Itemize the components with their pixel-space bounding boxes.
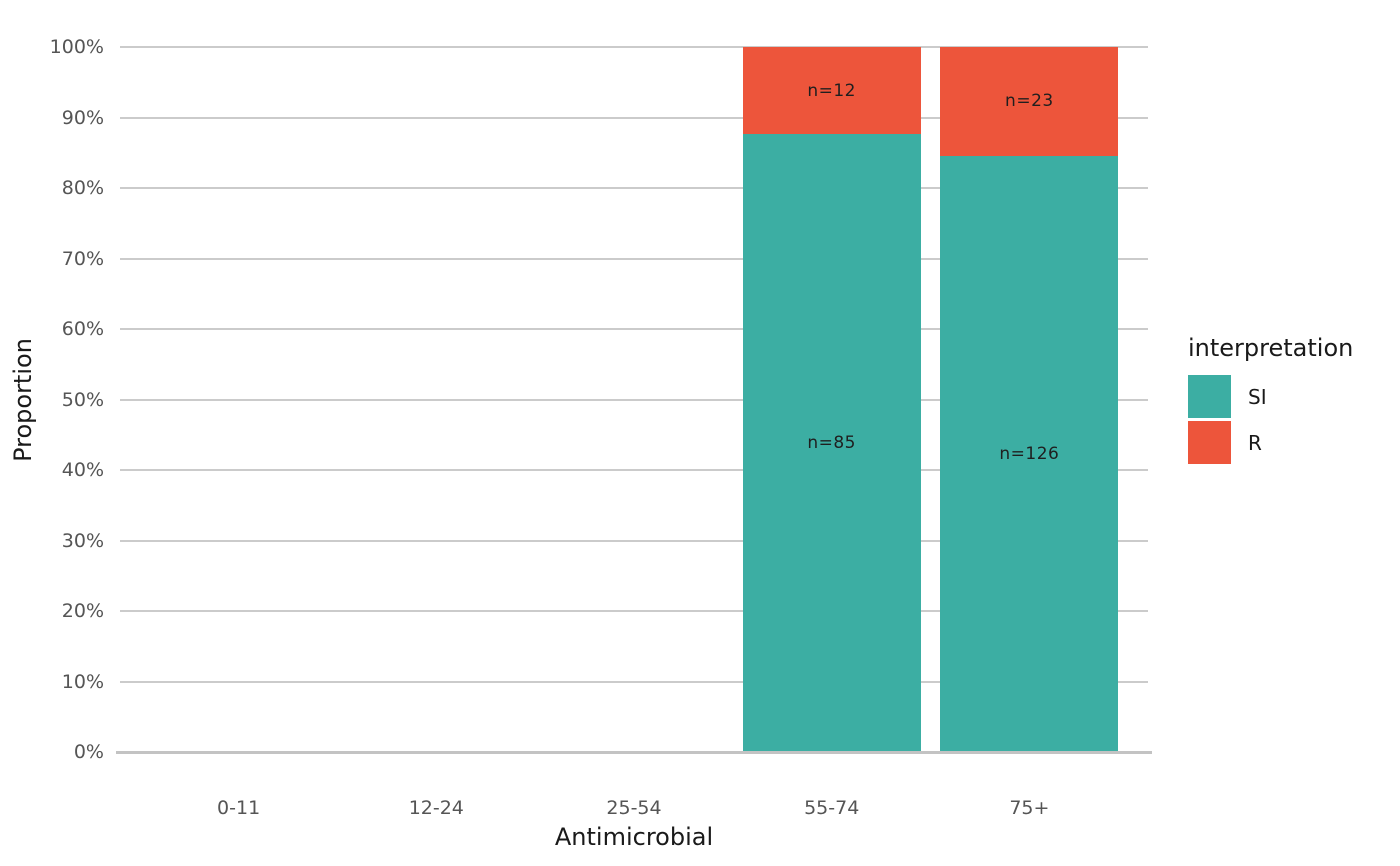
- gridline-20%: [120, 610, 1148, 612]
- gridline-100%: [120, 46, 1148, 48]
- legend-label: R: [1248, 430, 1262, 455]
- legend-title: interpretation: [1188, 334, 1354, 362]
- y-tick-label: 70%: [61, 247, 104, 270]
- y-tick-label: 10%: [61, 670, 104, 693]
- bar-segment-55-74-SI: n=85: [742, 134, 921, 752]
- legend-swatch-SI: [1188, 375, 1231, 418]
- bar-count-label: n=126: [999, 443, 1060, 464]
- legend-item-R: R: [1188, 421, 1353, 464]
- legend: interpretation SI R: [1188, 334, 1353, 467]
- bar-segment-75+-SI: n=126: [940, 155, 1119, 752]
- x-tick-label-55-74: 55-74: [804, 797, 860, 819]
- x-tick-label-0-11: 0-11: [217, 797, 261, 819]
- gridline-60%: [120, 328, 1148, 330]
- legend-label: SI: [1248, 384, 1267, 409]
- y-tick-label: 80%: [61, 177, 104, 199]
- x-tick-label-25-54: 25-54: [606, 797, 662, 819]
- y-tick-label: 50%: [61, 388, 104, 411]
- x-axis-title: Antimicrobial: [554, 823, 714, 851]
- x-tick-label-12-24: 12-24: [408, 797, 464, 819]
- gridline-50%: [120, 398, 1148, 401]
- bar-segment-55-74-R: n=12: [742, 47, 921, 135]
- bar-count-label: n=23: [1005, 91, 1054, 112]
- bar-segment-75+-R: n=23: [940, 47, 1119, 156]
- gridline-30%: [120, 539, 1148, 542]
- x-tick-label-75+: 75+: [1009, 797, 1050, 819]
- bar-count-label: n=12: [807, 80, 856, 101]
- gridline-90%: [120, 116, 1148, 119]
- gridline-70%: [120, 257, 1148, 260]
- y-tick-label: 100%: [49, 36, 104, 58]
- legend-item-SI: SI: [1188, 375, 1353, 418]
- gridline-80%: [120, 187, 1148, 189]
- legend-items: SI R: [1188, 375, 1353, 464]
- y-tick-label: 20%: [61, 600, 104, 622]
- y-tick-label: 0%: [73, 741, 104, 763]
- legend-swatch-R: [1188, 421, 1231, 464]
- y-tick-label: 40%: [61, 459, 104, 481]
- bar-count-label: n=85: [807, 433, 856, 454]
- x-axis-line: [116, 751, 1152, 754]
- y-tick-label: 90%: [61, 106, 104, 129]
- gridline-40%: [120, 469, 1148, 471]
- gridline-10%: [120, 680, 1148, 683]
- y-axis-title: Proportion: [9, 338, 37, 462]
- y-tick-label: 30%: [61, 529, 104, 552]
- y-tick-label: 60%: [61, 318, 104, 340]
